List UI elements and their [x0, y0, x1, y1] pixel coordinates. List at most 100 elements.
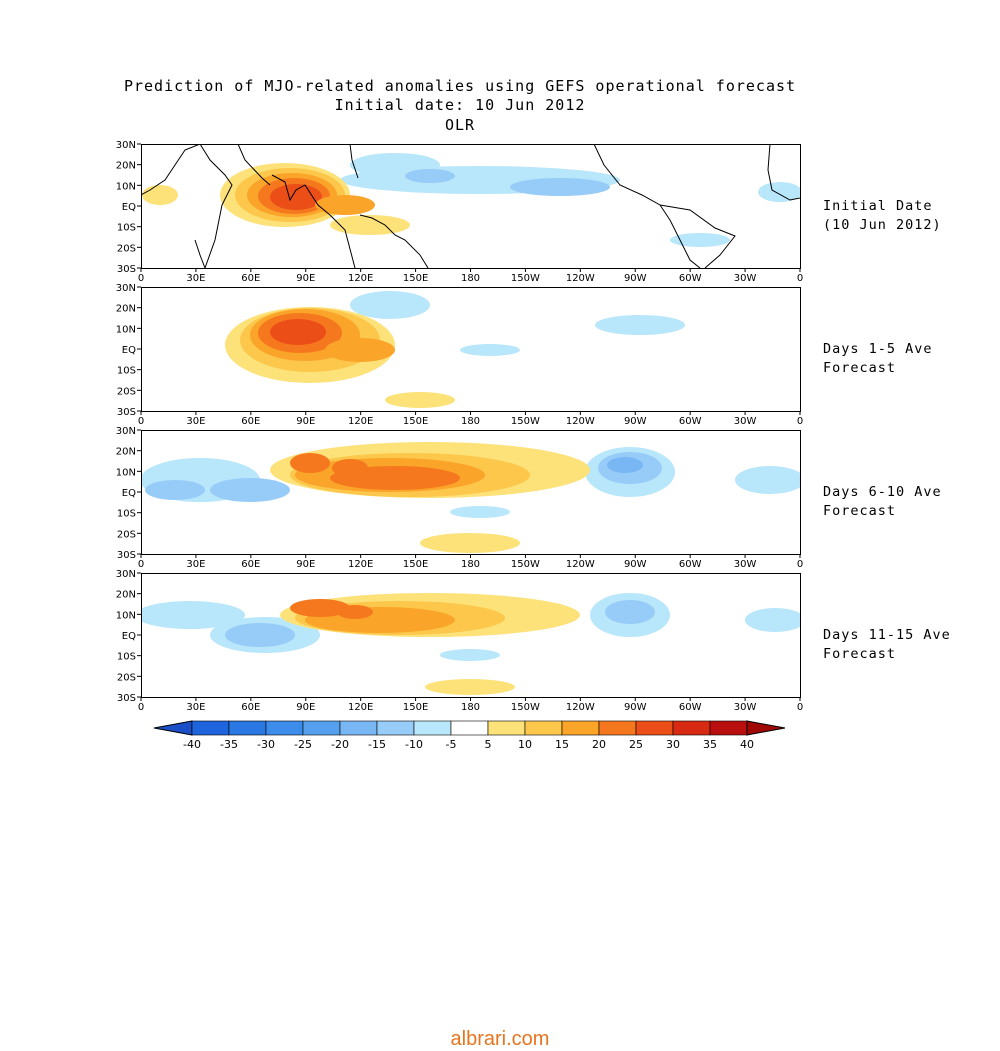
lat-tick-label: 20S	[117, 529, 136, 540]
colorbar-swatch	[487, 720, 526, 736]
panel-3-label: Days 6-10 Ave Forecast	[823, 483, 942, 521]
lon-tick-label: 30E	[186, 559, 205, 570]
lon-tick-label: 150W	[511, 416, 540, 427]
panel-3-label-line2: Forecast	[823, 503, 897, 519]
colorbar-label: -20	[331, 738, 349, 751]
lon-tick-label: 120W	[566, 702, 595, 713]
lon-tick-label: 120E	[348, 559, 373, 570]
lon-tick-label: 60W	[679, 273, 702, 284]
panel-2-label-line1: Days 1-5 Ave	[823, 341, 933, 357]
colorbar-label: -10	[405, 738, 423, 751]
lat-tick-label: 10S	[117, 509, 136, 520]
figure-title-line2: Initial date: 10 Jun 2012	[334, 96, 586, 114]
panel-3-shading	[141, 442, 800, 553]
lon-tick-label: 0	[797, 559, 803, 570]
lat-tick-label: EQ	[122, 631, 136, 642]
colorbar-over-arrow	[746, 720, 786, 736]
colorbar-swatch	[635, 720, 674, 736]
lon-tick-label: 90W	[624, 273, 647, 284]
lon-tick-label: 30W	[734, 273, 757, 284]
lat-tick-label: EQ	[122, 202, 136, 213]
lat-tick-label: 30S	[117, 550, 136, 561]
panel-2-shading	[225, 291, 685, 408]
colorbar-swatch	[191, 720, 230, 736]
panel-1-label-line2: (10 Jun 2012)	[823, 217, 942, 233]
colorbar-label: -15	[368, 738, 386, 751]
lon-tick-label: 60W	[679, 702, 702, 713]
lat-tick-label: 10N	[116, 610, 136, 621]
colorbar-swatch	[598, 720, 637, 736]
lon-tick-label: 120E	[348, 273, 373, 284]
lon-tick-label: 30E	[186, 702, 205, 713]
colorbar-swatch	[302, 720, 341, 736]
lat-tick-label: 20S	[117, 386, 136, 397]
lon-tick-label: 120E	[348, 416, 373, 427]
lon-tick-label: 60E	[241, 559, 260, 570]
lon-tick-label: 0	[797, 702, 803, 713]
colorbar-label: -25	[294, 738, 312, 751]
lon-tick-label: 90E	[296, 273, 315, 284]
colorbar-label: 15	[555, 738, 569, 751]
lon-tick-label: 60E	[241, 702, 260, 713]
panel-3-days-6-10	[141, 430, 800, 554]
colorbar-swatch	[265, 720, 304, 736]
lon-tick-label: 60E	[241, 416, 260, 427]
lon-tick-label: 30W	[734, 702, 757, 713]
panel-1-label: Initial Date (10 Jun 2012)	[823, 197, 942, 235]
colorbar-label: 30	[666, 738, 680, 751]
lon-tick-label: 120E	[348, 702, 373, 713]
lat-tick-label: 20S	[117, 243, 136, 254]
watermark: albrari.com	[450, 1028, 550, 1050]
lon-tick-label: 90W	[624, 702, 647, 713]
colorbar-swatch	[561, 720, 600, 736]
lon-tick-label: 180	[461, 559, 480, 570]
lon-tick-label: 30W	[734, 416, 757, 427]
lon-tick-label: 60W	[679, 416, 702, 427]
lat-tick-label: 10N	[116, 467, 136, 478]
colorbar-label: 35	[703, 738, 717, 751]
lon-tick-label: 0	[138, 559, 144, 570]
colorbar-label: 25	[629, 738, 643, 751]
lat-tick-label: 10S	[117, 366, 136, 377]
panel-4-shading	[141, 593, 800, 695]
panel-1-label-line1: Initial Date	[823, 198, 933, 214]
lon-tick-label: 90E	[296, 702, 315, 713]
panel-2-label-line2: Forecast	[823, 360, 897, 376]
colorbar-swatch	[339, 720, 378, 736]
lon-tick-label: 120W	[566, 559, 595, 570]
lon-tick-label: 150E	[403, 416, 428, 427]
lon-tick-label: 60W	[679, 559, 702, 570]
lat-tick-label: 30N	[116, 426, 136, 437]
lat-tick-label: 30S	[117, 693, 136, 704]
lon-tick-label: 0	[138, 416, 144, 427]
lon-tick-label: 0	[797, 416, 803, 427]
lon-tick-label: 30E	[186, 416, 205, 427]
colorbar-label: -40	[183, 738, 201, 751]
lat-tick-label: 30N	[116, 569, 136, 580]
panel-4-label-line2: Forecast	[823, 646, 897, 662]
lon-tick-label: 150W	[511, 702, 540, 713]
panel-2-label: Days 1-5 Ave Forecast	[823, 340, 933, 378]
lat-tick-label: 10N	[116, 324, 136, 335]
lon-tick-label: 90E	[296, 559, 315, 570]
lat-tick-label: 10S	[117, 652, 136, 663]
lon-tick-label: 120W	[566, 416, 595, 427]
colorbar-label: 20	[592, 738, 606, 751]
figure-title-line1: Prediction of MJO-related anomalies usin…	[123, 77, 797, 95]
lat-tick-label: 20N	[116, 590, 136, 601]
lon-tick-label: 90E	[296, 416, 315, 427]
colorbar-swatch	[228, 720, 267, 736]
lon-tick-label: 150W	[511, 273, 540, 284]
lat-tick-label: 30S	[117, 407, 136, 418]
lat-tick-label: EQ	[122, 345, 136, 356]
lat-tick-label: 10N	[116, 181, 136, 192]
lon-tick-label: 60E	[241, 273, 260, 284]
lon-tick-label: 90W	[624, 416, 647, 427]
lon-tick-label: 30E	[186, 273, 205, 284]
lon-tick-label: 120W	[566, 273, 595, 284]
lat-tick-label: 20N	[116, 304, 136, 315]
lon-tick-label: 0	[797, 273, 803, 284]
lon-tick-label: 150E	[403, 702, 428, 713]
